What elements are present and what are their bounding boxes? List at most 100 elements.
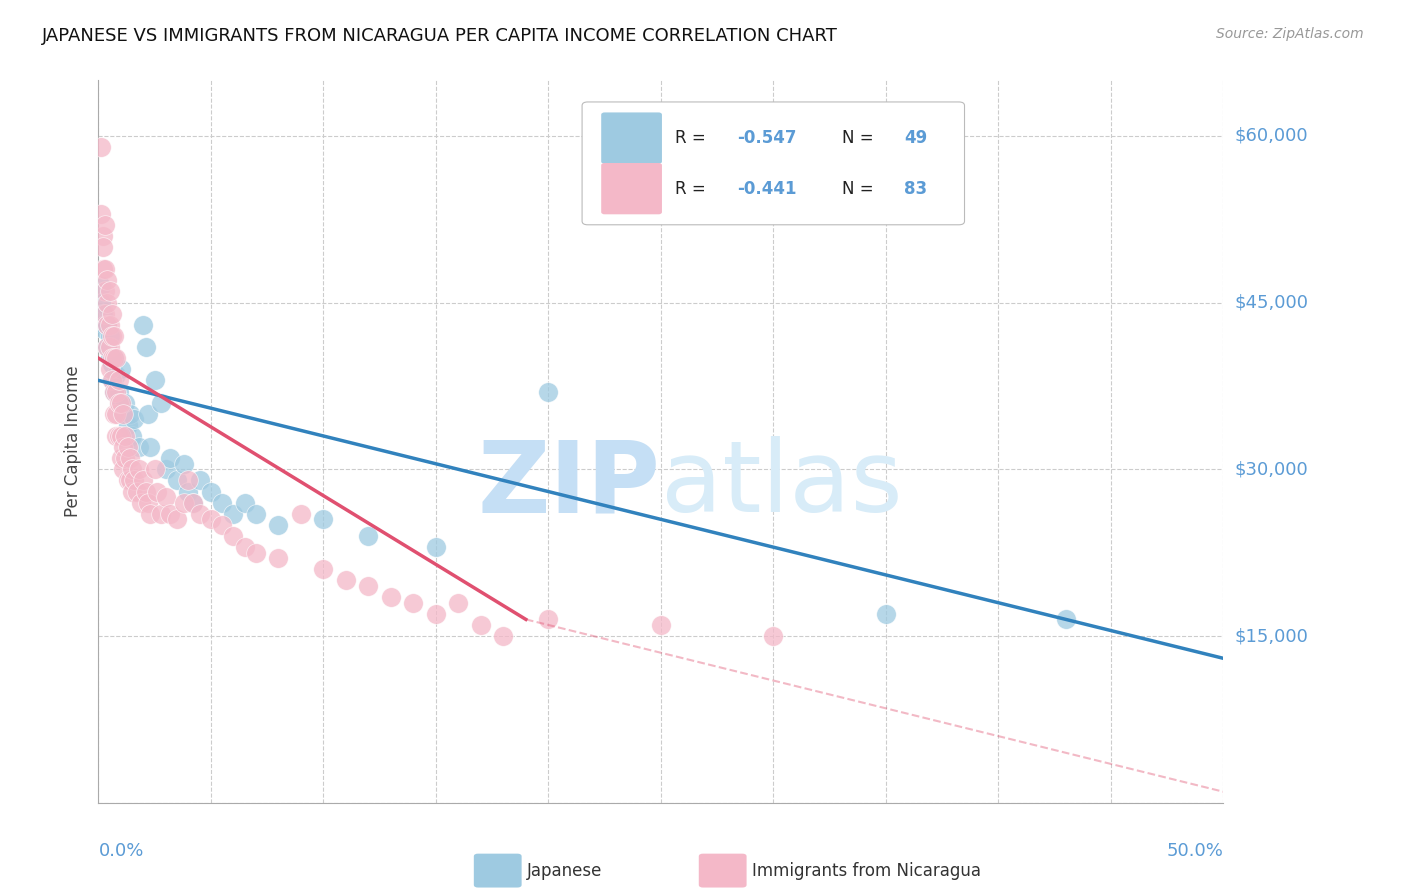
Point — [136, 407, 159, 421]
Point — [121, 484, 143, 499]
Point — [143, 373, 166, 387]
Point — [245, 546, 267, 560]
Point — [114, 429, 136, 443]
Point — [101, 329, 124, 343]
Point — [121, 462, 143, 476]
Point — [150, 395, 173, 409]
Point — [492, 629, 515, 643]
Point — [98, 329, 121, 343]
Point — [91, 228, 114, 243]
Point — [110, 451, 132, 466]
Text: 83: 83 — [904, 179, 927, 198]
Point — [173, 457, 195, 471]
Point — [312, 512, 335, 526]
Point — [188, 474, 211, 488]
Point — [110, 362, 132, 376]
Point — [101, 307, 124, 321]
Point — [177, 474, 200, 488]
Text: N =: N = — [842, 179, 879, 198]
Point — [105, 368, 128, 382]
Text: $45,000: $45,000 — [1234, 293, 1309, 311]
Point — [233, 540, 256, 554]
Point — [96, 318, 118, 332]
Text: $60,000: $60,000 — [1234, 127, 1308, 145]
Point — [98, 362, 121, 376]
Text: atlas: atlas — [661, 436, 903, 533]
Point — [222, 507, 245, 521]
Point — [117, 440, 139, 454]
Point — [139, 440, 162, 454]
Point — [159, 507, 181, 521]
Text: Japanese: Japanese — [527, 862, 603, 880]
Point — [110, 395, 132, 409]
Point — [103, 329, 125, 343]
Point — [222, 529, 245, 543]
Point — [90, 140, 112, 154]
Point — [181, 496, 204, 510]
Point — [155, 462, 177, 476]
Point — [267, 551, 290, 566]
Point — [103, 351, 125, 366]
Point — [94, 218, 117, 232]
Point — [245, 507, 267, 521]
Point — [233, 496, 256, 510]
Point — [118, 451, 141, 466]
Point — [143, 462, 166, 476]
Point — [94, 285, 117, 299]
Point — [98, 285, 121, 299]
Point — [166, 512, 188, 526]
Point — [96, 273, 118, 287]
Point — [101, 351, 124, 366]
Point — [335, 574, 357, 588]
Point — [159, 451, 181, 466]
Text: -0.547: -0.547 — [737, 129, 797, 147]
Point — [128, 440, 150, 454]
Point — [135, 484, 157, 499]
Text: -0.441: -0.441 — [737, 179, 797, 198]
Point — [112, 407, 135, 421]
Point — [267, 517, 290, 532]
Text: 50.0%: 50.0% — [1167, 842, 1223, 860]
Point — [211, 517, 233, 532]
Point — [173, 496, 195, 510]
Point — [146, 484, 169, 499]
Text: $15,000: $15,000 — [1234, 627, 1308, 645]
Point — [110, 395, 132, 409]
Point — [357, 529, 380, 543]
Point — [91, 262, 114, 277]
Text: Immigrants from Nicaragua: Immigrants from Nicaragua — [752, 862, 981, 880]
Point — [166, 474, 188, 488]
Point — [98, 318, 121, 332]
Point — [200, 484, 222, 499]
Point — [290, 507, 312, 521]
Point — [312, 562, 335, 576]
Point — [112, 407, 135, 421]
Point — [1054, 612, 1077, 626]
Text: N =: N = — [842, 129, 879, 147]
Point — [90, 207, 112, 221]
Point — [402, 596, 425, 610]
Point — [107, 384, 129, 399]
Point — [121, 429, 143, 443]
Point — [762, 629, 785, 643]
Point — [105, 384, 128, 399]
Point — [380, 590, 402, 604]
Point — [98, 340, 121, 354]
Text: $30,000: $30,000 — [1234, 460, 1308, 478]
Point — [112, 440, 135, 454]
Point — [132, 318, 155, 332]
Point — [94, 323, 117, 337]
Point — [117, 474, 139, 488]
Point — [117, 417, 139, 432]
Point — [181, 496, 204, 510]
Point — [103, 407, 125, 421]
Point — [135, 340, 157, 354]
Point — [101, 357, 124, 371]
Point — [650, 618, 672, 632]
Point — [447, 596, 470, 610]
Point — [96, 318, 118, 332]
Point — [118, 474, 141, 488]
Point — [103, 384, 125, 399]
Point — [124, 474, 146, 488]
Point — [357, 579, 380, 593]
